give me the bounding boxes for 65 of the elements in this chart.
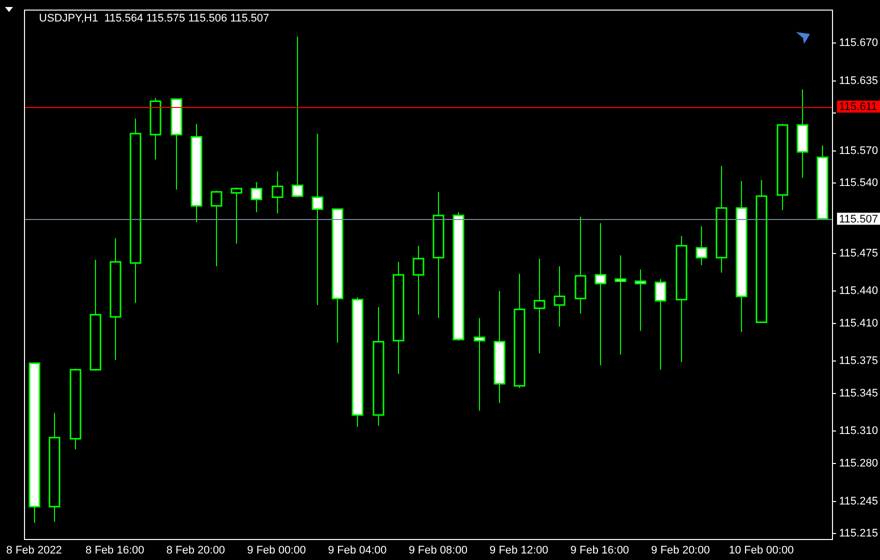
candlestick <box>352 296 364 428</box>
candlestick <box>634 268 646 332</box>
x-tick-label: 8 Feb 16:00 <box>86 544 144 557</box>
candlestick <box>574 216 586 314</box>
candlestick <box>534 258 546 354</box>
candlestick <box>210 190 222 267</box>
candlestick <box>716 165 728 274</box>
candlestick <box>332 208 344 344</box>
y-tick-label: 115.215 <box>839 528 878 540</box>
x-tick-label: 8 Feb 2022 <box>6 544 62 557</box>
candlestick <box>514 273 526 389</box>
candlestick <box>70 368 82 450</box>
y-tick-label: 115.280 <box>839 458 878 470</box>
candlestick <box>756 179 768 324</box>
y-tick-label: 115.410 <box>839 317 878 330</box>
candlestick <box>250 182 262 213</box>
candlestick <box>594 222 606 366</box>
candlestick <box>432 191 444 318</box>
candlestick <box>190 123 202 223</box>
candlestick <box>292 36 304 198</box>
candlestick <box>676 236 688 363</box>
candlestick <box>412 245 424 316</box>
y-tick-label: 115.375 <box>839 355 878 368</box>
candlestick <box>392 261 404 375</box>
ref-line-label: 115.507 <box>839 213 878 226</box>
x-tick-label: 9 Feb 08:00 <box>408 544 468 557</box>
candlestick <box>110 238 122 361</box>
candlestick <box>48 412 60 522</box>
y-tick-label: 115.345 <box>839 387 878 400</box>
candlestick <box>90 259 102 372</box>
candlestick <box>736 180 748 332</box>
x-tick-label: 10 Feb 00:00 <box>728 544 794 557</box>
candlestick <box>614 254 626 356</box>
y-tick-label: 115.475 <box>839 247 878 260</box>
candlestick <box>28 362 40 524</box>
candlestick <box>170 98 182 190</box>
candlestick <box>796 88 808 178</box>
x-tick-label: 9 Feb 20:00 <box>651 544 710 557</box>
y-tick-label: 115.540 <box>839 177 878 190</box>
candlestick <box>130 118 142 304</box>
x-tick-label: 9 Feb 04:00 <box>328 544 387 557</box>
candlestick <box>494 290 506 404</box>
candlestick <box>372 306 384 426</box>
x-tick-label: 9 Feb 12:00 <box>490 544 548 557</box>
ref-line-label: 115.611 <box>839 101 878 114</box>
chart-title: USDJPY,H1 115.564 115.575 115.506 115.507 <box>39 12 270 25</box>
candlestick <box>776 123 788 211</box>
candlestick <box>696 226 708 266</box>
x-tick-label: 8 Feb 20:00 <box>166 544 226 557</box>
y-tick-label: 115.310 <box>839 425 878 438</box>
y-tick-label: 115.670 <box>839 37 878 50</box>
candlestick <box>654 278 666 370</box>
x-tick-label: 9 Feb 16:00 <box>570 544 630 557</box>
candlestick <box>474 317 486 412</box>
candlestick <box>554 266 566 328</box>
y-tick-label: 115.570 <box>839 144 878 157</box>
y-tick-label: 115.635 <box>839 74 878 87</box>
candlestick <box>150 98 162 160</box>
candlestick <box>272 170 284 214</box>
x-tick-label: 9 Feb 00:00 <box>247 544 306 557</box>
candlestick <box>816 144 828 220</box>
y-tick-label: 115.440 <box>839 285 878 298</box>
candlestick <box>230 187 242 244</box>
y-tick-label: 115.245 <box>839 495 878 508</box>
candlestick <box>312 133 324 306</box>
